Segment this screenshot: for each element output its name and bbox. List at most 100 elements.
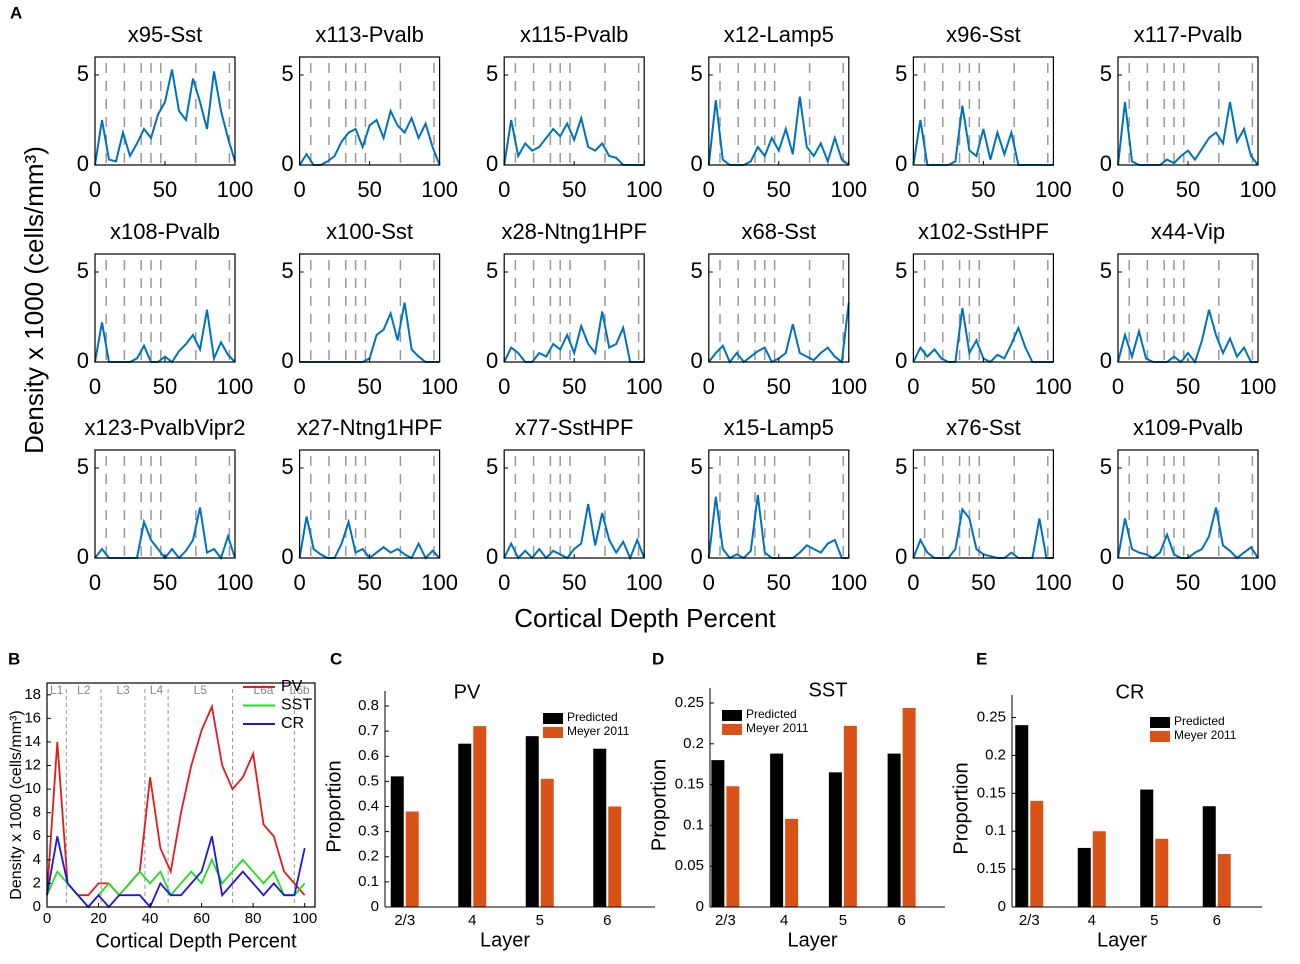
bar xyxy=(887,753,901,907)
x-tick-label: 0 xyxy=(293,570,305,595)
y-tick-label: 5 xyxy=(895,454,907,479)
x-tick-label: 50 xyxy=(153,570,177,595)
chart-title: x28-Ntng1HPF xyxy=(501,219,647,244)
chart-title: x115-Pvalb xyxy=(520,22,628,47)
x-tick-label: 100 xyxy=(830,374,867,399)
axes-frame xyxy=(708,253,850,363)
x-tick-label: 50 xyxy=(971,570,995,595)
y-tick-label: 0 xyxy=(895,151,907,176)
y-axis-label: Proportion xyxy=(950,762,972,854)
bar xyxy=(726,786,740,907)
x-tick-label: 50 xyxy=(153,177,177,202)
x-axis-label: Cortical Depth Percent xyxy=(514,603,776,633)
x-tick-label: 0 xyxy=(293,374,305,399)
legend-label: Predicted xyxy=(1174,714,1225,728)
x-tick-label: 0 xyxy=(498,570,510,595)
axes-frame xyxy=(299,56,441,166)
chart-title: x68-Sst xyxy=(742,219,817,244)
x-tick-label: 50 xyxy=(562,570,586,595)
y-tick-label: 0.2 xyxy=(985,746,1006,763)
axes-frame xyxy=(912,449,1055,559)
y-tick-label: 10 xyxy=(24,780,41,797)
bar xyxy=(1140,789,1154,907)
chart-title: CR xyxy=(1116,681,1145,703)
data-line xyxy=(1117,101,1259,166)
y-tick-label: 0 xyxy=(486,544,498,569)
bar xyxy=(1015,725,1029,907)
y-tick-label: 0 xyxy=(77,151,89,176)
y-tick-label: 0.15 xyxy=(977,784,1006,801)
y-tick-label: 5 xyxy=(1100,258,1112,283)
x-axis-label: Layer xyxy=(480,929,530,951)
data-line xyxy=(1117,507,1259,560)
x-tick-label: 100 xyxy=(421,374,458,399)
x-tick-label: 50 xyxy=(1176,374,1200,399)
axes-frame xyxy=(912,56,1055,166)
data-line xyxy=(298,516,441,560)
bar xyxy=(458,743,472,907)
y-tick-label: 0 xyxy=(486,151,498,176)
layer-label: L5 xyxy=(194,683,208,697)
x-tick-label: 100 xyxy=(421,570,458,595)
data-line xyxy=(912,105,1054,166)
x-tick-label: 0 xyxy=(89,570,101,595)
layer-label: L1 xyxy=(50,683,64,697)
bar xyxy=(785,818,799,907)
legend-swatch xyxy=(543,713,563,724)
y-tick-label: 0 xyxy=(691,151,703,176)
data-line xyxy=(1117,309,1258,365)
y-tick-label: 4 xyxy=(33,851,41,868)
legend-label: Meyer 2011 xyxy=(746,721,809,735)
y-tick-label: 5 xyxy=(486,61,498,86)
y-tick-label: 5 xyxy=(77,454,89,479)
bar xyxy=(540,778,554,907)
y-tick-label: 5 xyxy=(691,454,703,479)
x-tick-label: 100 xyxy=(1240,570,1277,595)
x-axis-label: Cortical Depth Percent xyxy=(95,930,297,952)
legend-swatch xyxy=(722,710,742,721)
y-tick-label: 0 xyxy=(696,898,704,915)
x-tick-label: 0 xyxy=(703,374,715,399)
chart-title: x102-SstHPF xyxy=(918,219,1049,244)
data-line xyxy=(298,108,441,166)
bar xyxy=(473,726,487,907)
legend-label: Predicted xyxy=(567,710,618,724)
x-tick-label: 50 xyxy=(767,177,791,202)
x-tick-label: 6 xyxy=(603,912,611,929)
y-tick-label: 0 xyxy=(691,544,703,569)
x-tick-label: 50 xyxy=(562,177,586,202)
y-tick-label: 5 xyxy=(77,61,89,86)
bar xyxy=(1030,800,1044,907)
chart-title: x12-Lamp5 xyxy=(724,22,834,47)
y-tick-label: 16 xyxy=(24,709,41,726)
x-tick-label: 100 xyxy=(292,910,317,927)
y-tick-label: 5 xyxy=(281,454,293,479)
y-tick-label: 0 xyxy=(281,151,293,176)
legend-label: Meyer 2011 xyxy=(567,724,630,738)
data-line xyxy=(503,503,646,561)
y-tick-label: 0.5 xyxy=(358,772,379,789)
x-tick-label: 100 xyxy=(830,177,867,202)
x-tick-label: 0 xyxy=(498,374,510,399)
y-tick-label: 18 xyxy=(24,686,41,703)
y-tick-label: 5 xyxy=(691,61,703,86)
x-tick-label: 0 xyxy=(89,374,101,399)
y-tick-label: 0.1 xyxy=(683,816,704,833)
y-tick-label: 0.05 xyxy=(675,857,704,874)
panel-label: C xyxy=(330,649,342,668)
x-tick-label: 0 xyxy=(89,177,101,202)
chart-title: x27-Ntng1HPF xyxy=(297,415,443,440)
y-axis-label: Density x 1000 (cells/mm³) xyxy=(8,710,25,899)
panel-label: A xyxy=(10,3,22,22)
axes-frame xyxy=(1117,253,1259,363)
x-tick-label: 0 xyxy=(43,910,51,927)
x-tick-label: 100 xyxy=(1035,570,1072,595)
y-tick-label: 12 xyxy=(24,756,41,773)
x-tick-label: 4 xyxy=(780,912,788,929)
x-tick-label: 50 xyxy=(1176,570,1200,595)
bar xyxy=(1202,806,1216,907)
x-tick-label: 100 xyxy=(1240,374,1277,399)
x-tick-label: 50 xyxy=(767,374,791,399)
y-tick-label: 0 xyxy=(77,544,89,569)
